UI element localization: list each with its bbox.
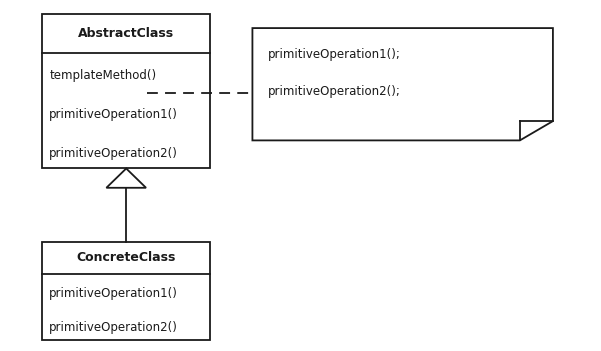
Text: primitiveOperation2();: primitiveOperation2(); — [267, 85, 400, 98]
Polygon shape — [106, 168, 146, 188]
FancyBboxPatch shape — [42, 14, 210, 168]
Text: primitiveOperation1();: primitiveOperation1(); — [267, 48, 400, 61]
Text: ConcreteClass: ConcreteClass — [76, 251, 176, 265]
Polygon shape — [252, 28, 553, 140]
FancyBboxPatch shape — [42, 242, 210, 340]
Text: primitiveOperation1(): primitiveOperation1() — [49, 108, 178, 121]
Text: primitiveOperation2(): primitiveOperation2() — [49, 146, 178, 160]
Text: AbstractClass: AbstractClass — [78, 27, 174, 40]
Text: templateMethod(): templateMethod() — [49, 69, 156, 82]
Text: primitiveOperation1(): primitiveOperation1() — [49, 287, 178, 300]
Text: primitiveOperation2(): primitiveOperation2() — [49, 320, 178, 334]
